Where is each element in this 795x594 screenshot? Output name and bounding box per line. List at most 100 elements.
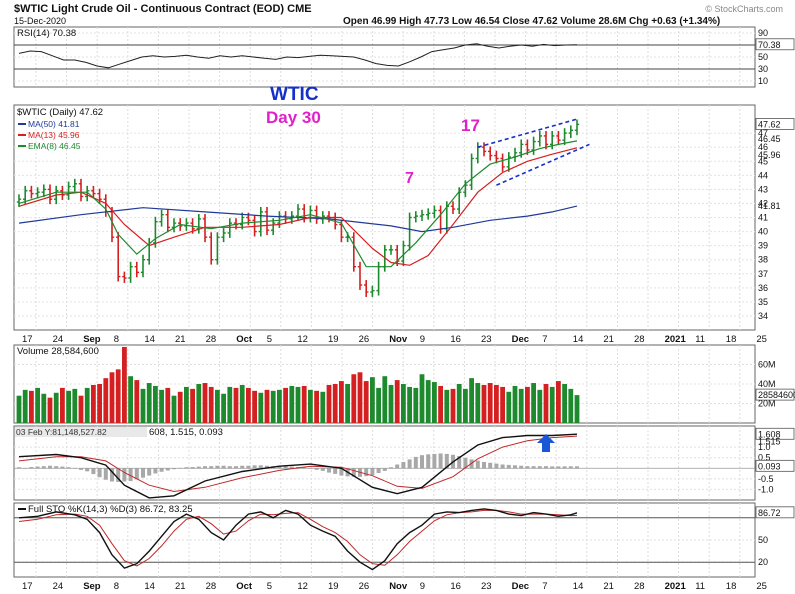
sto-x-label: 14 — [573, 581, 584, 592]
price-tick-label: 39 — [758, 241, 768, 251]
sto-x-label: 12 — [297, 581, 308, 592]
macd-histogram-bar — [66, 467, 71, 469]
volume-bar — [481, 384, 487, 423]
volume-bar — [184, 386, 189, 423]
macd-histogram-bar — [196, 466, 201, 469]
day-annotation: Day 30 — [266, 108, 321, 127]
sto-x-label: 2021 — [665, 581, 687, 592]
volume-bar — [208, 386, 214, 423]
rsi-tick-label: 30 — [758, 64, 768, 74]
volume-bar — [444, 389, 450, 423]
price-right-label: 47.62 — [758, 119, 781, 129]
macd-histogram-bar — [457, 456, 462, 469]
volume-bar — [227, 386, 233, 423]
macd-histogram-bar — [525, 466, 530, 469]
macd-histogram-bar — [283, 466, 288, 469]
sto-x-label: 21 — [175, 581, 186, 592]
volume-bar — [53, 392, 59, 423]
sto-x-label: 19 — [328, 581, 339, 592]
macd-histogram-bar — [85, 468, 90, 472]
price-x-label: 19 — [328, 334, 339, 345]
rsi-tick-label: 90 — [758, 28, 768, 38]
macd-histogram-bar — [234, 466, 238, 469]
macd-histogram-bar — [389, 467, 393, 469]
rsi-last-label: 70.38 — [758, 40, 781, 50]
volume-bar — [97, 384, 102, 423]
volume-bar — [165, 387, 171, 423]
macd-histogram-bar — [550, 466, 555, 469]
ma-line-1 — [18, 147, 578, 266]
macd-histogram-bar — [103, 468, 108, 480]
price-x-label: Sep — [83, 334, 101, 345]
price-x-label: 16 — [450, 334, 461, 345]
volume-bar — [438, 385, 443, 423]
price-right-label: 45.96 — [758, 150, 781, 160]
volume-bar — [413, 387, 419, 423]
volume-bar — [351, 374, 357, 423]
macd-histogram-bar — [488, 462, 493, 469]
macd-histogram-bar — [172, 468, 176, 470]
rsi-line — [18, 43, 578, 69]
sto-x-label: 17 — [22, 581, 33, 592]
wave-7-annotation: 7 — [405, 170, 414, 187]
volume-bar — [29, 390, 34, 423]
volume-last-label-box — [755, 388, 795, 401]
panes: 9070503010RSI(14) 70.3870.38474645444342… — [13, 26, 795, 592]
volume-bar — [72, 388, 78, 423]
macd-histogram-bar — [60, 466, 65, 469]
volume-bar — [109, 372, 115, 423]
sto-x-label: 23 — [481, 581, 492, 592]
volume-bar — [425, 380, 431, 423]
macd-tick-label: -0.5 — [758, 474, 774, 484]
volume-bar — [388, 384, 394, 423]
volume-bar — [221, 393, 226, 423]
macd-histogram-bar — [246, 465, 251, 469]
volume-bar — [215, 389, 220, 423]
price-tick-label: 34 — [758, 311, 768, 321]
macd-histogram-bar — [184, 467, 189, 469]
macd-histogram-bar — [444, 453, 449, 469]
volume-bar — [103, 378, 109, 423]
macd-histogram-bar — [302, 467, 307, 469]
macd-tick-label: 0.5 — [758, 453, 771, 463]
macd-histogram-bar — [376, 468, 381, 474]
macd-histogram-bar — [544, 466, 548, 469]
macd-histogram-bar — [531, 466, 536, 469]
sto-x-label: 28 — [634, 581, 645, 592]
volume-bar — [270, 390, 276, 423]
macd-histogram-bar — [252, 465, 257, 469]
macd-right-label-box — [755, 459, 795, 472]
volume-bar — [115, 369, 121, 423]
macd-histogram-bar — [134, 468, 139, 480]
macd-histogram-bar — [91, 468, 96, 475]
ma-line-0 — [18, 205, 578, 233]
price-legend-item: MA(13) 45.96 — [28, 130, 80, 140]
macd-histogram-bar — [178, 467, 183, 469]
price-legend-item: MA(50) 41.81 — [28, 119, 80, 129]
volume-bar — [283, 387, 288, 423]
volume-bar — [84, 387, 90, 423]
macd-right-label: 1.515 — [758, 436, 781, 446]
sto-x-label: 8 — [114, 581, 119, 592]
price-tick-label: 43 — [758, 184, 768, 194]
macd-histogram-bar — [519, 465, 524, 469]
volume-bar — [91, 384, 96, 423]
volume-bar — [22, 389, 28, 423]
sto-x-label: 24 — [53, 581, 64, 592]
sto-x-label: Dec — [512, 581, 529, 592]
macd-histogram-bar — [370, 468, 375, 476]
volume-bar — [357, 372, 363, 423]
macd-histogram-bar — [537, 466, 542, 469]
volume-bar — [401, 384, 406, 423]
volume-bar — [190, 388, 195, 423]
rsi-tick-label: 10 — [758, 76, 768, 86]
macd-histogram-bar — [221, 465, 226, 469]
volume-bar — [301, 385, 307, 423]
price-x-label: 21 — [603, 334, 614, 345]
macd-histogram-bar — [128, 468, 133, 482]
macd-histogram-bar — [339, 468, 344, 476]
volume-bar — [450, 388, 456, 423]
macd-histogram-bar — [395, 464, 400, 469]
volume-bar — [525, 386, 530, 423]
